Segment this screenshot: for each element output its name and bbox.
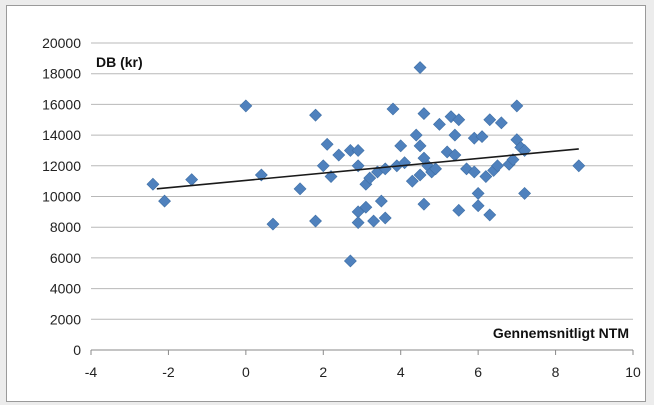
data-points: [146, 61, 586, 268]
y-tick-labels: 0 2000 4000 6000 8000 10000 12000 14000 16000 180…: [42, 35, 81, 358]
y-tick-label: 4000: [50, 281, 81, 297]
data-point: [471, 199, 485, 213]
data-point: [448, 128, 462, 142]
data-point: [320, 137, 334, 151]
data-point: [185, 173, 199, 187]
data-point: [429, 162, 442, 176]
data-point: [413, 139, 427, 153]
data-point: [316, 159, 330, 173]
data-point: [363, 171, 377, 185]
data-point: [467, 165, 481, 179]
y-tick-label: 16000: [42, 96, 81, 112]
data-point: [572, 159, 586, 173]
data-point: [452, 203, 466, 217]
trendline: [156, 148, 579, 190]
data-point: [518, 187, 532, 200]
data-point: [510, 99, 524, 113]
y-tick-label: 6000: [50, 250, 81, 266]
x-tick-label: 10: [625, 364, 641, 380]
y-tick-label: 12000: [42, 158, 81, 174]
data-point: [309, 108, 322, 122]
y-tick-label: 18000: [42, 66, 81, 82]
x-tick-label: 0: [242, 364, 250, 380]
data-point: [413, 61, 427, 74]
data-point: [483, 208, 497, 222]
data-point: [309, 214, 322, 228]
data-point: [452, 113, 466, 127]
x-tick-label: 2: [319, 364, 327, 380]
data-point: [359, 200, 373, 214]
data-point: [351, 144, 365, 157]
y-tick-label: 2000: [50, 311, 81, 327]
y-tick-label: 10000: [42, 189, 81, 205]
data-point: [293, 182, 307, 196]
chart-figure: 0 2000 4000 6000 8000 10000 12000 14000 16000 180…: [6, 5, 646, 402]
data-point: [413, 168, 427, 182]
data-point: [367, 214, 381, 228]
data-point: [460, 162, 473, 176]
data-point: [332, 148, 346, 162]
data-point: [351, 159, 365, 173]
data-point: [417, 107, 431, 121]
x-tick-label: 8: [552, 364, 560, 380]
x-tick-label: 4: [397, 364, 405, 380]
data-point: [479, 170, 493, 183]
data-point: [483, 113, 497, 127]
x-tick-labels: -4 -2 0 2 4 6 8 10: [85, 364, 641, 380]
data-point: [491, 159, 504, 173]
data-point: [433, 117, 446, 131]
data-point: [239, 99, 253, 113]
y-tick-label: 20000: [42, 35, 81, 51]
x-axis-title: Gennemsnitligt NTM: [493, 325, 629, 341]
data-point: [378, 211, 392, 225]
data-point: [158, 194, 171, 208]
y-axis-title: DB (kr): [96, 54, 143, 70]
y-tick-label: 8000: [50, 219, 81, 235]
data-point: [475, 130, 489, 144]
data-point: [266, 217, 280, 231]
data-point: [409, 128, 423, 142]
data-point: [405, 174, 419, 188]
data-point: [386, 102, 400, 116]
x-tick-label: -4: [85, 364, 98, 380]
y-tick-label: 14000: [42, 127, 81, 143]
scatter-chart: 0 2000 4000 6000 8000 10000 12000 14000 16000 180…: [42, 35, 641, 380]
x-tick-label: 6: [474, 364, 482, 380]
data-point: [506, 153, 520, 167]
data-point: [374, 194, 388, 208]
data-point: [444, 110, 458, 124]
y-tick-label: 0: [73, 342, 81, 358]
data-point: [324, 170, 338, 183]
data-point: [471, 187, 485, 200]
data-point: [254, 168, 268, 182]
data-point: [394, 139, 408, 153]
data-point: [343, 254, 357, 268]
gridlines: [90, 42, 634, 355]
data-point: [146, 177, 160, 191]
data-point: [494, 116, 508, 130]
x-tick-label: -2: [162, 364, 175, 380]
data-point: [351, 216, 365, 230]
data-point: [417, 197, 431, 211]
